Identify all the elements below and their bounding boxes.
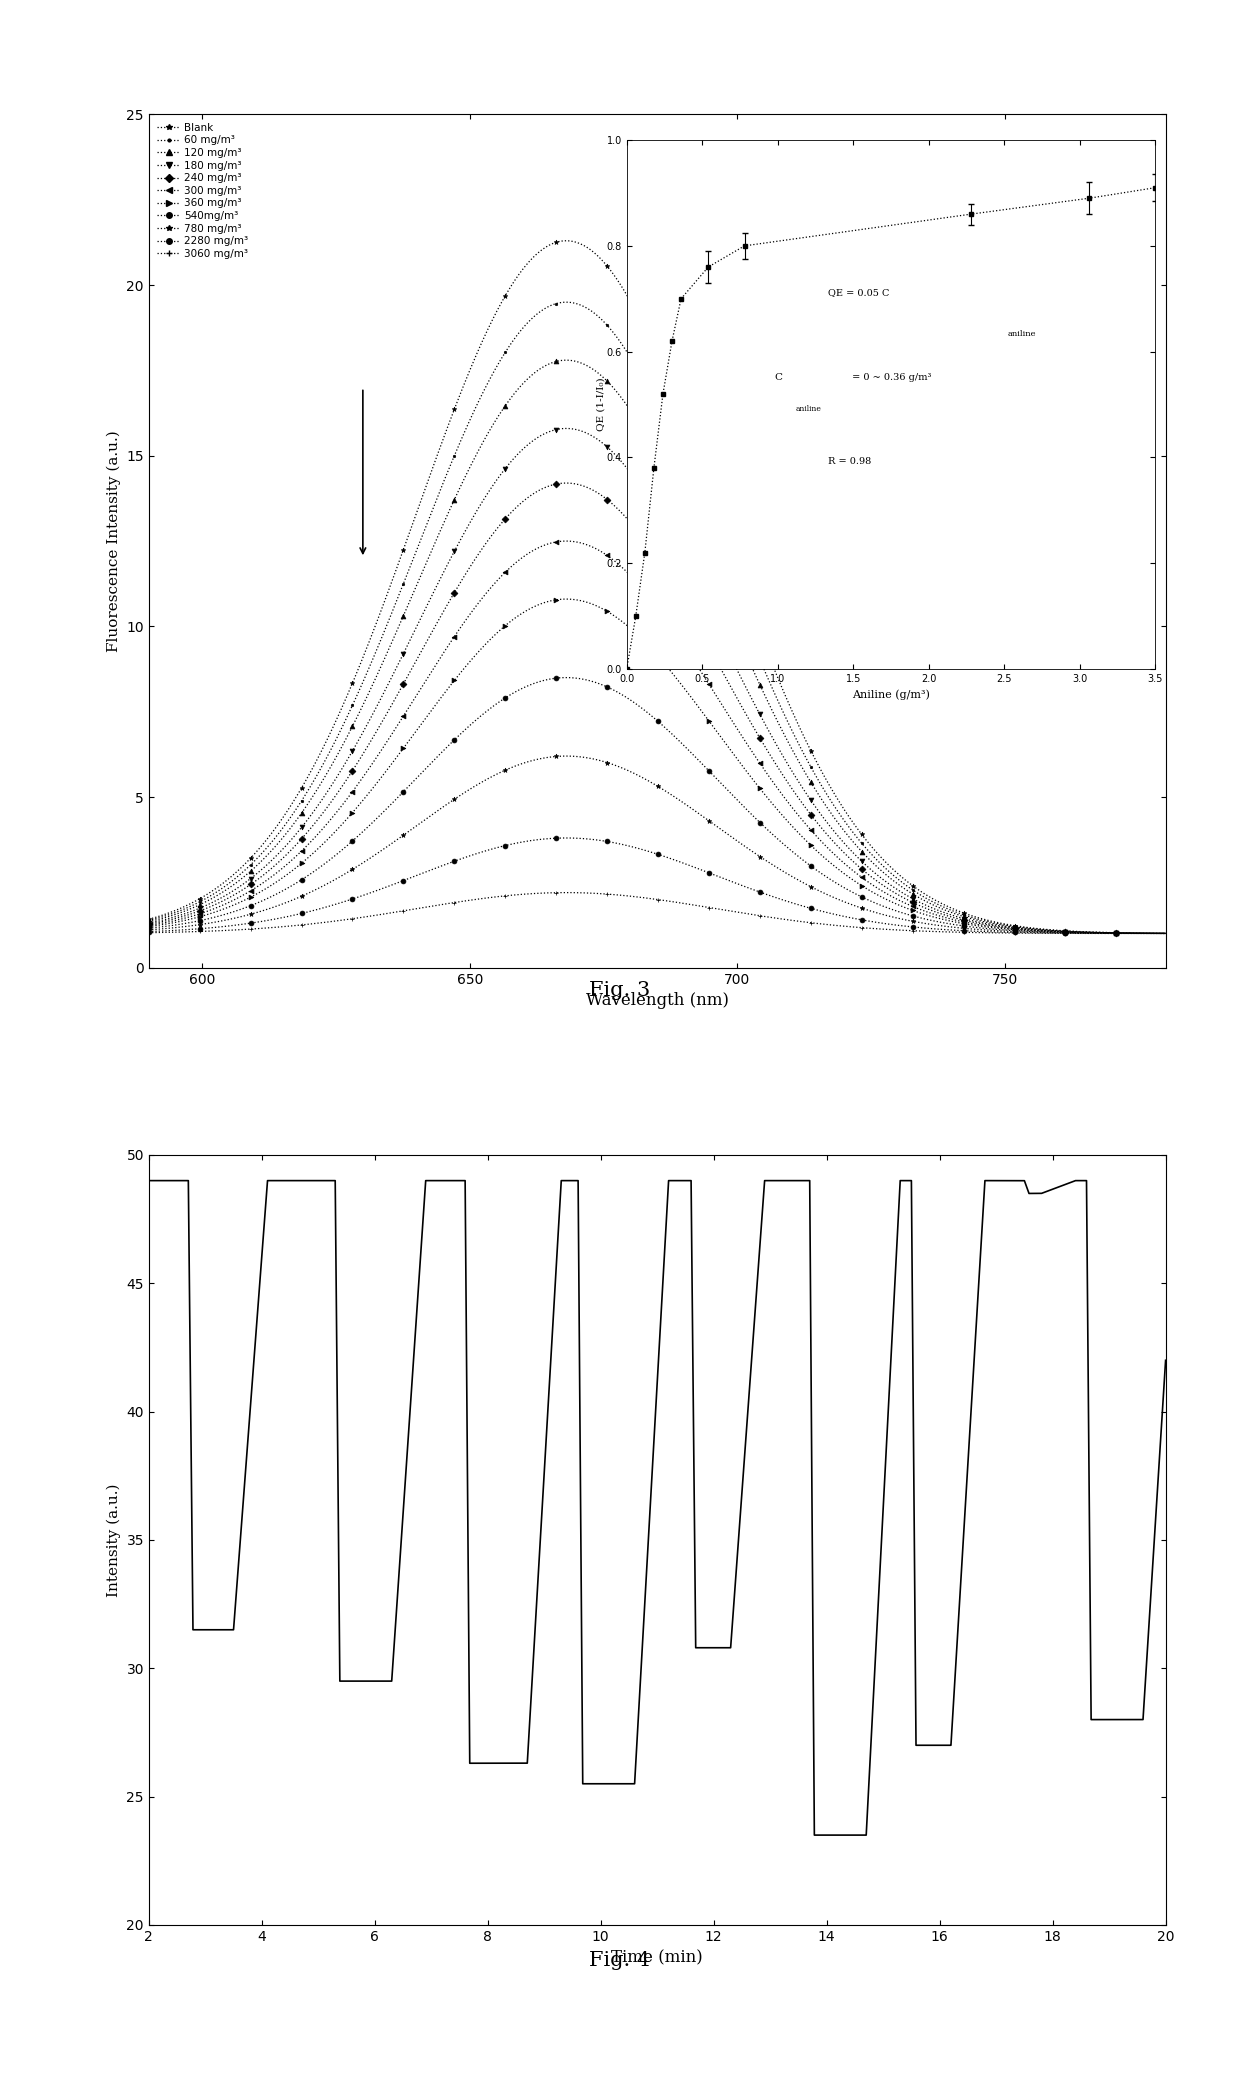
Text: Fig. 4: Fig. 4	[589, 1950, 651, 1971]
Text: Fig. 3: Fig. 3	[589, 980, 651, 1001]
Legend: Blank, 60 mg/m³, 120 mg/m³, 180 mg/m³, 240 mg/m³, 300 mg/m³, 360 mg/m³, 540mg/m³: Blank, 60 mg/m³, 120 mg/m³, 180 mg/m³, 2…	[154, 121, 252, 262]
X-axis label: Wavelength (nm): Wavelength (nm)	[585, 993, 729, 1009]
X-axis label: Time (min): Time (min)	[611, 1950, 703, 1967]
Y-axis label: Fluorescence Intensity (a.u.): Fluorescence Intensity (a.u.)	[107, 431, 120, 651]
Y-axis label: Intensity (a.u.): Intensity (a.u.)	[107, 1484, 120, 1596]
